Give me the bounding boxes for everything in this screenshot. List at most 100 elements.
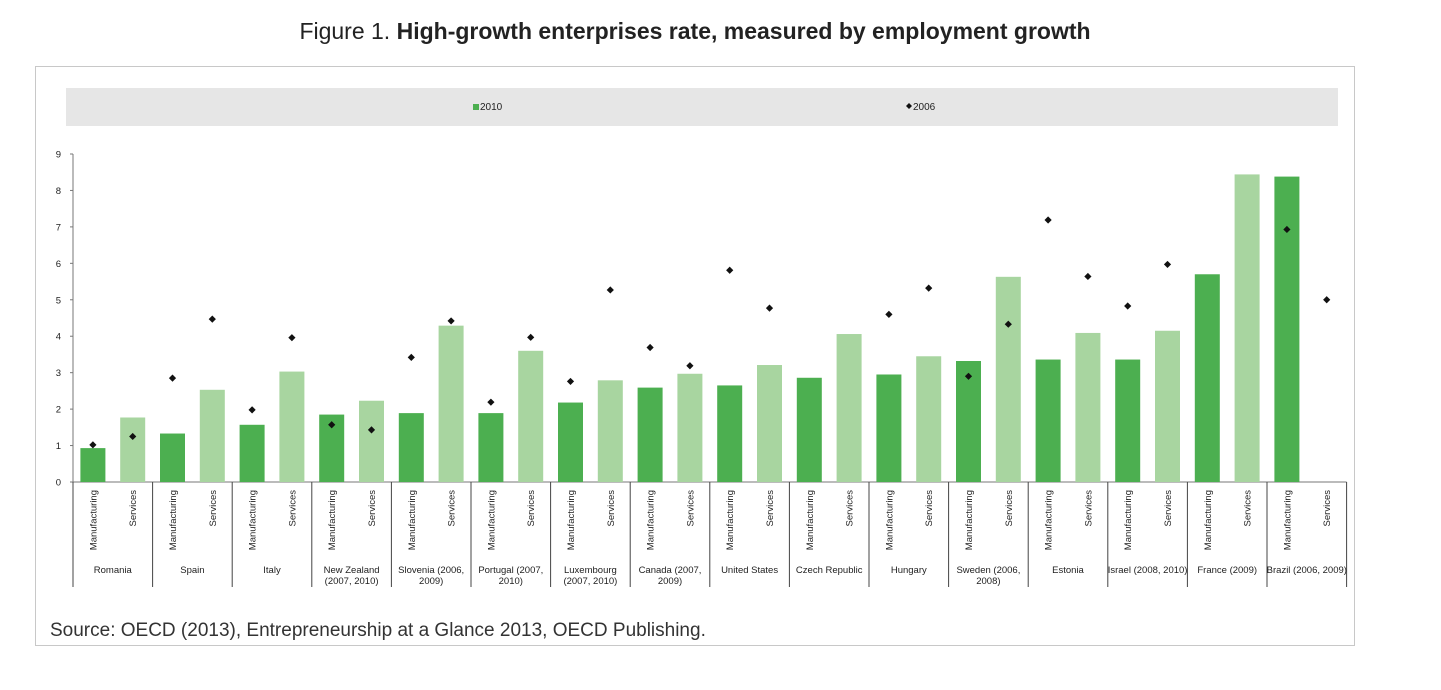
country-label: (2007, 2010) — [563, 576, 617, 587]
bar-manufacturing-2010 — [876, 374, 902, 482]
legend-marker-2006 — [906, 103, 912, 109]
chart-frame: 2010 2006 0 1 2 3 4 5 6 7 8 9 Manufacturing Services R… — [35, 66, 1355, 646]
country-label: 2008) — [976, 576, 1000, 587]
bar-services-2010 — [279, 371, 305, 482]
bar-manufacturing-2010 — [637, 387, 663, 482]
bar-manufacturing-2010 — [1194, 274, 1220, 482]
sector-tick-label: Services — [606, 490, 617, 527]
y-tick-label: 8 — [56, 186, 61, 197]
bar-services-2010 — [1234, 174, 1260, 483]
legend-band — [66, 88, 1338, 126]
marker-2006 — [885, 310, 893, 318]
marker-2006 — [1124, 302, 1132, 310]
sector-tick-label: Services — [1004, 490, 1015, 527]
marker-2006 — [765, 304, 774, 312]
sector-tick-label: Services — [765, 490, 776, 527]
bar-services-2010 — [438, 325, 464, 482]
sector-tick-label: Services — [526, 490, 537, 527]
country-label: Canada (2007, — [639, 565, 702, 576]
marker-2006 — [1163, 260, 1172, 269]
marker-2006 — [89, 441, 97, 449]
country-label: Estonia — [1052, 565, 1084, 576]
marker-2006 — [1044, 216, 1052, 224]
bar-manufacturing-2010 — [1274, 176, 1300, 482]
y-tick-label: 1 — [56, 441, 61, 452]
marker-2006 — [129, 432, 137, 441]
sector-tick-label: Manufacturing — [327, 490, 338, 550]
bar-services-2010 — [359, 400, 384, 482]
bar-services-2010 — [518, 350, 544, 482]
sector-tick-label: Manufacturing — [884, 490, 895, 550]
marker-2006 — [646, 343, 654, 352]
bar-manufacturing-2010 — [717, 385, 743, 482]
sector-tick-label: Manufacturing — [88, 490, 99, 550]
marker-2006 — [1283, 225, 1291, 234]
marker-2006 — [1004, 320, 1012, 328]
marker-2006 — [248, 406, 256, 414]
legend-swatch-2010 — [473, 104, 479, 110]
country-label: 2009) — [658, 576, 682, 587]
sector-tick-label: Manufacturing — [964, 490, 975, 550]
y-tick-label: 7 — [56, 222, 61, 233]
figure-number: Figure 1. — [299, 18, 391, 44]
country-label: Romania — [94, 565, 133, 576]
marker-2006 — [447, 317, 455, 325]
sector-tick-label: Services — [287, 490, 298, 527]
country-label: Luxembourg — [564, 565, 617, 576]
sector-tick-label: Manufacturing — [1044, 490, 1055, 550]
sector-tick-label: Manufacturing — [805, 490, 816, 550]
bar-services-2010 — [836, 334, 862, 482]
sector-tick-label: Services — [845, 490, 856, 527]
marker-2006 — [606, 286, 614, 294]
figure-title: Figure 1. High-growth enterprises rate, … — [0, 18, 1390, 45]
sector-tick-label: Manufacturing — [168, 490, 179, 550]
y-tick-label: 2 — [56, 405, 61, 416]
marker-2006 — [487, 398, 495, 406]
bar-manufacturing-2010 — [1035, 359, 1061, 482]
country-label: United States — [721, 565, 778, 576]
y-tick-label: 4 — [56, 332, 61, 343]
country-label: France (2009) — [1197, 565, 1257, 576]
bar-manufacturing-2010 — [558, 402, 583, 482]
sector-tick-label: Manufacturing — [248, 490, 259, 550]
country-label: 2009) — [419, 576, 443, 587]
country-label: Sweden (2006, — [956, 565, 1020, 576]
bar-services-2010 — [916, 356, 942, 482]
sector-tick-label: Services — [1163, 490, 1174, 527]
country-label: Slovenia (2006, — [398, 565, 464, 576]
bar-services-2010 — [995, 276, 1021, 482]
sector-tick-label: Services — [924, 490, 935, 527]
country-label: Portugal (2007, — [478, 565, 543, 576]
bar-manufacturing-2010 — [160, 433, 185, 482]
sector-tick-label: Services — [208, 490, 219, 527]
sector-tick-label: Manufacturing — [1123, 490, 1134, 550]
bar-services-2010 — [199, 389, 225, 482]
bar-services-2010 — [1075, 332, 1101, 482]
sector-tick-label: Services — [1243, 490, 1254, 527]
bar-services-2010 — [1155, 330, 1180, 482]
legend-label-2010: 2010 — [480, 102, 503, 113]
bar-manufacturing-2010 — [239, 424, 265, 482]
marker-2006 — [1084, 272, 1092, 281]
figure-title-text: High-growth enterprises rate, measured b… — [396, 18, 1091, 44]
sector-tick-label: Manufacturing — [725, 490, 736, 550]
sector-tick-label: Manufacturing — [407, 490, 418, 550]
bar-services-2010 — [597, 380, 623, 482]
sector-tick-label: Manufacturing — [486, 490, 497, 550]
sector-tick-label: Manufacturing — [1282, 490, 1293, 550]
source-note: Source: OECD (2013), Entrepreneurship at… — [50, 620, 706, 641]
sector-tick-label: Services — [685, 490, 696, 527]
bar-manufacturing-2010 — [1115, 359, 1141, 482]
country-label: Israel (2008, 2010) — [1108, 565, 1188, 576]
legend-label-2006: 2006 — [913, 102, 936, 113]
sector-tick-label: Services — [128, 490, 139, 527]
marker-2006 — [964, 372, 973, 380]
y-tick-label: 3 — [56, 368, 61, 379]
marker-2006 — [527, 333, 535, 341]
marker-2006 — [328, 421, 336, 429]
country-label: Italy — [263, 565, 281, 576]
sector-tick-label: Services — [1322, 490, 1333, 527]
sector-tick-label: Services — [447, 490, 458, 527]
country-label: Hungary — [891, 565, 927, 576]
bar-chart: 2010 2006 0 1 2 3 4 5 6 7 8 9 Manufacturing Services R… — [56, 88, 1348, 587]
